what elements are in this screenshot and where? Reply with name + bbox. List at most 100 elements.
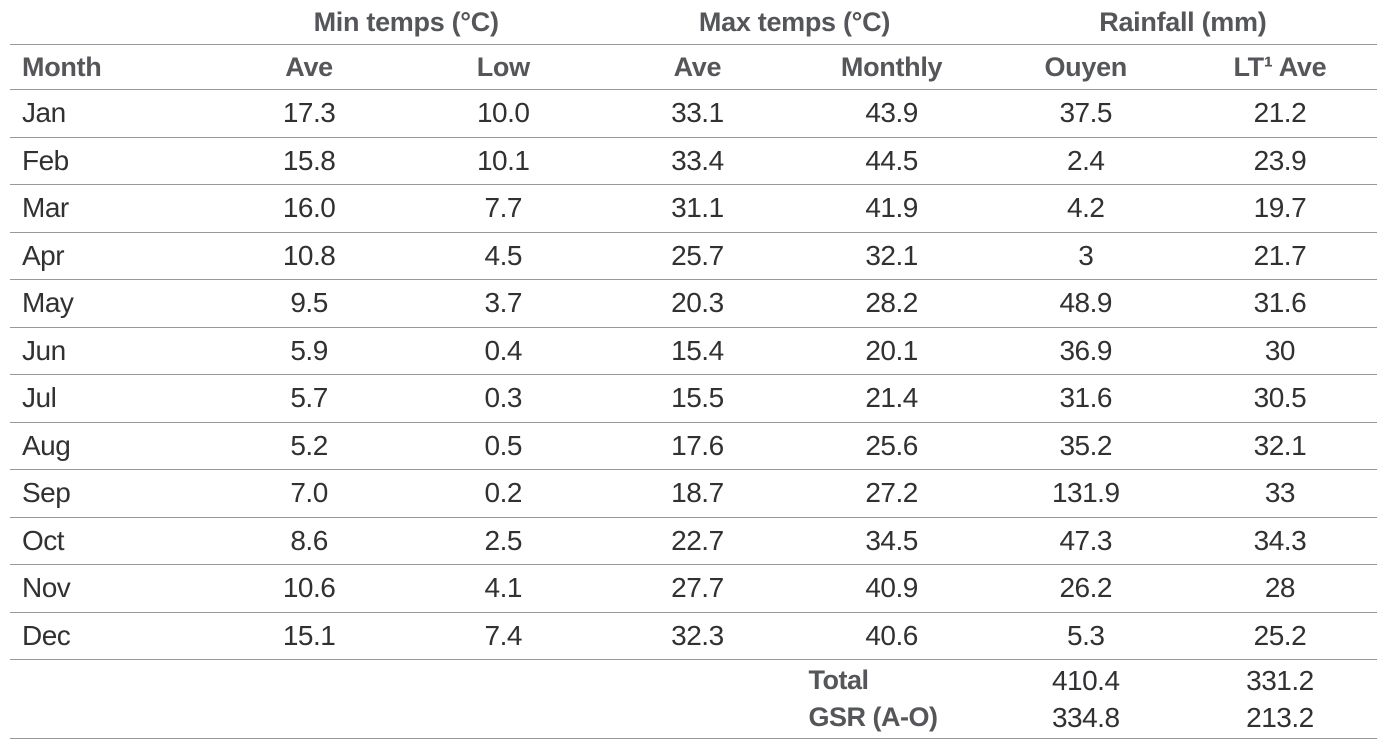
min-ave-cell: 7.0 — [290, 477, 328, 509]
min-low-cell: 7.4 — [484, 619, 523, 651]
table-row: Jan 17.3 10.0 33.1 43.9 37.5 21.2 — [10, 90, 1377, 138]
max-monthly-cell: 32.1 — [865, 239, 918, 271]
group-header-max-temps: Max temps (°C) — [698, 6, 891, 37]
min-low-cell: 2.5 — [484, 524, 523, 556]
max-monthly-cell: 25.6 — [865, 429, 918, 461]
max-monthly-cell: 41.9 — [865, 192, 918, 224]
rain-lt-ave-cell: 34.3 — [1253, 524, 1307, 556]
rain-lt-ave-cell: 21.7 — [1253, 239, 1307, 271]
total-ouyen-value: 410.4 — [1051, 665, 1120, 696]
max-monthly-cell: 40.9 — [865, 572, 918, 604]
rain-lt-ave-cell: 33 — [1264, 477, 1296, 509]
rain-lt-ave-cell: 30 — [1264, 334, 1296, 366]
rain-ouyen-cell: 37.5 — [1059, 97, 1112, 129]
rain-ouyen-cell: 47.3 — [1059, 524, 1112, 556]
month-cell: Feb — [22, 144, 69, 176]
min-low-cell: 0.2 — [484, 477, 523, 509]
min-ave-cell: 9.5 — [290, 287, 328, 319]
month-cell: Aug — [22, 429, 71, 461]
max-ave-cell: 17.6 — [671, 429, 724, 461]
table-row: Jun 5.9 0.4 15.4 20.1 36.9 30 — [10, 328, 1377, 375]
rain-lt-ave-cell: 30.5 — [1253, 382, 1307, 414]
max-ave-cell: 31.1 — [671, 192, 724, 224]
rain-ouyen-cell: 26.2 — [1059, 572, 1112, 604]
rain-lt-ave-cell: 28 — [1264, 572, 1296, 604]
max-ave-cell: 33.4 — [671, 144, 724, 176]
table-footer-row: Total GSR (A-O) 410.4 334.8 331.2 213.2 — [10, 660, 1377, 739]
max-ave-cell: 33.1 — [671, 97, 724, 129]
rain-lt-ave-cell: 21.2 — [1253, 97, 1307, 129]
min-ave-cell: 5.7 — [290, 382, 328, 414]
footer-ouyen-values: 410.4 334.8 — [989, 660, 1183, 738]
rain-ouyen-cell: 31.6 — [1059, 382, 1112, 414]
max-ave-cell: 22.7 — [671, 524, 724, 556]
month-cell: Oct — [22, 524, 65, 556]
month-cell: May — [22, 287, 74, 319]
rain-lt-ave-cell: 31.6 — [1253, 287, 1307, 319]
table-row: Nov 10.6 4.1 27.7 40.9 26.2 28 — [10, 565, 1377, 613]
min-ave-cell: 5.2 — [290, 429, 328, 461]
min-ave-cell: 17.3 — [282, 97, 336, 129]
max-monthly-cell: 34.5 — [865, 524, 918, 556]
month-cell: Nov — [22, 572, 71, 604]
rain-ouyen-cell: 5.3 — [1067, 619, 1105, 651]
table-row: Feb 15.8 10.1 33.4 44.5 2.4 23.9 — [10, 138, 1377, 185]
table-row: Oct 8.6 2.5 22.7 34.5 47.3 34.3 — [10, 518, 1377, 565]
min-low-cell: 0.3 — [484, 382, 523, 414]
group-header-rainfall: Rainfall (mm) — [1099, 6, 1267, 37]
min-low-cell: 0.4 — [484, 334, 523, 366]
column-header-row: Month Ave Low Ave Monthly Ouyen LT¹ Ave — [10, 45, 1377, 90]
gsr-ouyen-value: 334.8 — [1051, 702, 1120, 733]
climate-table: Min temps (°C) Max temps (°C) Rainfall (… — [10, 0, 1377, 739]
max-monthly-cell: 27.2 — [865, 477, 918, 509]
min-low-cell: 4.5 — [484, 239, 523, 271]
rain-lt-ave-cell: 19.7 — [1253, 192, 1307, 224]
min-low-cell: 7.7 — [484, 192, 523, 224]
max-ave-cell: 15.4 — [671, 334, 724, 366]
rain-lt-ave-cell: 25.2 — [1253, 619, 1307, 651]
max-monthly-cell: 44.5 — [865, 144, 918, 176]
month-cell: Jul — [22, 382, 57, 414]
min-low-cell: 0.5 — [484, 429, 523, 461]
month-cell: Mar — [22, 192, 69, 224]
footer-labels: Total GSR (A-O) — [795, 660, 989, 738]
table-row: Jul 5.7 0.3 15.5 21.4 31.6 30.5 — [10, 375, 1377, 423]
rain-ouyen-cell: 2.4 — [1067, 144, 1105, 176]
column-header-max-monthly: Monthly — [840, 51, 943, 82]
rain-ouyen-cell: 3 — [1078, 239, 1094, 271]
group-header-row: Min temps (°C) Max temps (°C) Rainfall (… — [10, 0, 1377, 45]
rain-ouyen-cell: 36.9 — [1059, 334, 1112, 366]
column-header-rain-ouyen: Ouyen — [1044, 51, 1127, 82]
min-ave-cell: 15.1 — [282, 619, 336, 651]
rain-ouyen-cell: 35.2 — [1059, 429, 1112, 461]
column-header-max-ave: Ave — [673, 51, 722, 82]
min-ave-cell: 5.9 — [290, 334, 328, 366]
table-row: Sep 7.0 0.2 18.7 27.2 131.9 33 — [10, 470, 1377, 518]
max-ave-cell: 18.7 — [671, 477, 724, 509]
max-ave-cell: 32.3 — [671, 619, 724, 651]
min-ave-cell: 10.6 — [282, 572, 336, 604]
min-low-cell: 10.1 — [476, 144, 530, 176]
rain-ouyen-cell: 4.2 — [1067, 192, 1105, 224]
rain-ouyen-cell: 48.9 — [1059, 287, 1112, 319]
footer-lt-ave-values: 331.2 213.2 — [1183, 660, 1377, 738]
month-cell: Jun — [22, 334, 66, 366]
rain-lt-ave-cell: 32.1 — [1253, 429, 1307, 461]
min-ave-cell: 8.6 — [290, 524, 328, 556]
max-ave-cell: 20.3 — [671, 287, 724, 319]
min-low-cell: 3.7 — [484, 287, 523, 319]
month-cell: Jan — [22, 97, 66, 129]
table-row: Dec 15.1 7.4 32.3 40.6 5.3 25.2 — [10, 613, 1377, 660]
max-monthly-cell: 28.2 — [865, 287, 918, 319]
total-label: Total — [808, 665, 870, 695]
column-header-rain-lt-ave: LT¹ Ave — [1233, 51, 1327, 82]
table-row: May 9.5 3.7 20.3 28.2 48.9 31.6 — [10, 280, 1377, 328]
max-monthly-cell: 43.9 — [865, 97, 918, 129]
min-ave-cell: 10.8 — [282, 239, 336, 271]
max-monthly-cell: 21.4 — [865, 382, 918, 414]
total-lt-ave-value: 331.2 — [1246, 665, 1314, 696]
group-header-min-temps: Min temps (°C) — [313, 6, 499, 37]
table-row: Apr 10.8 4.5 25.7 32.1 3 21.7 — [10, 233, 1377, 280]
table-row: Mar 16.0 7.7 31.1 41.9 4.2 19.7 — [10, 185, 1377, 233]
max-ave-cell: 15.5 — [671, 382, 724, 414]
